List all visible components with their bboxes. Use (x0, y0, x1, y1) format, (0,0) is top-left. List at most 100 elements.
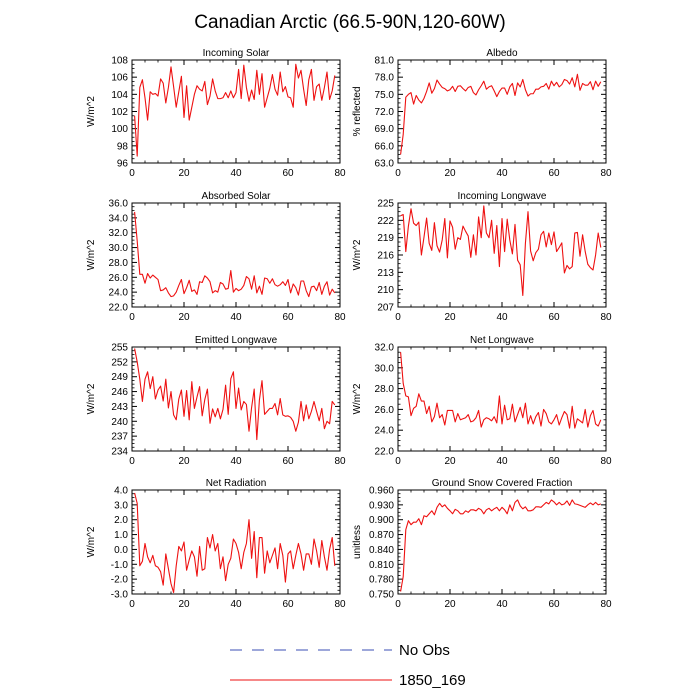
panel-title: Ground Snow Covered Fraction (432, 478, 573, 489)
y-axis-label: W/m^2 (352, 383, 363, 414)
y-tick-label: 0.810 (369, 560, 394, 571)
x-tick-label: 20 (444, 312, 456, 323)
y-tick-label: 0.750 (369, 590, 394, 601)
x-tick-label: 60 (282, 456, 294, 467)
series-line-1850-169 (134, 348, 336, 441)
figure-title: Canadian Arctic (66.5-90N,120-60W) (194, 12, 506, 33)
y-tick-label: 0.780 (369, 575, 394, 586)
legend: No Obs 1850_169 (230, 642, 466, 689)
y-tick-label: 72.0 (375, 107, 395, 118)
panel-incoming-longwave: Incoming Longwave W/m^2 207 210 213 216 219 222… (352, 191, 612, 323)
y-tick-label: 81.0 (375, 56, 395, 67)
x-tick-label: 80 (334, 168, 346, 179)
x-tick-label: 20 (178, 168, 190, 179)
legend-label-1850-169: 1850_169 (399, 672, 466, 689)
x-tick-label: 80 (334, 599, 346, 610)
y-tick-label: 207 (377, 303, 394, 314)
panel-albedo: Albedo % reflected 63.0 66.0 69.0 72.0 75.0 78.… (352, 48, 612, 179)
y-tick-label: 100 (111, 124, 128, 135)
y-tick-label: 30.0 (109, 243, 129, 254)
y-tick-label: 252 (111, 357, 128, 368)
y-tick-label: 69.0 (375, 124, 395, 135)
y-tick-label: 234 (111, 447, 128, 458)
y-tick-label: 63.0 (375, 159, 395, 170)
y-tick-label: 104 (111, 90, 128, 101)
x-tick-label: 40 (496, 599, 508, 610)
y-tick-label: -2.0 (111, 575, 129, 586)
y-tick-label: 0.960 (369, 486, 394, 497)
y-tick-label: 30.0 (375, 363, 395, 374)
y-tick-label: 240 (111, 417, 128, 428)
panel-title: Albedo (486, 48, 518, 59)
x-tick-label: 0 (129, 599, 135, 610)
y-tick-label: 26.0 (109, 273, 129, 284)
y-tick-label: 24.0 (375, 426, 395, 437)
x-tick-label: 60 (282, 312, 294, 323)
panel-emitted-longwave: Emitted Longwave W/m^2 234 237 240 243 246 249 2… (86, 335, 346, 467)
y-tick-label: 210 (377, 285, 394, 296)
y-tick-label: 28.0 (109, 258, 129, 269)
y-tick-label: 237 (111, 432, 128, 443)
series-line-1850-169 (134, 211, 336, 298)
series-line-1850-169 (400, 352, 602, 429)
y-tick-label: -3.0 (111, 590, 129, 601)
y-tick-label: 225 (377, 199, 394, 210)
y-tick-label: 0.900 (369, 515, 394, 526)
y-tick-label: 1.0 (114, 530, 128, 541)
y-tick-label: 28.0 (375, 384, 395, 395)
panel-title: Incoming Longwave (458, 191, 547, 202)
y-tick-label: 32.0 (375, 343, 395, 354)
x-tick-label: 40 (496, 168, 508, 179)
y-tick-label: 2.0 (114, 515, 128, 526)
y-axis-label: W/m^2 (86, 96, 97, 127)
y-tick-label: 75.0 (375, 90, 395, 101)
x-tick-label: 80 (600, 168, 612, 179)
series-line-1850-169 (400, 499, 601, 592)
x-tick-label: 0 (129, 312, 135, 323)
x-tick-label: 60 (548, 456, 560, 467)
panel-incoming-solar: Incoming Solar W/m^2 96 98 100 102 104 106 108 0 2… (86, 48, 346, 179)
x-tick-label: 40 (230, 599, 242, 610)
y-axis-label: W/m^2 (352, 239, 363, 270)
y-axis-label: unitless (352, 525, 363, 559)
y-axis-label: % reflected (352, 86, 363, 136)
x-tick-label: 20 (178, 456, 190, 467)
y-tick-label: 108 (111, 56, 128, 67)
y-tick-label: 216 (377, 251, 394, 262)
y-tick-label: 66.0 (375, 141, 395, 152)
series-line-1850-169 (134, 492, 336, 594)
x-tick-label: 0 (395, 456, 401, 467)
panel-ground-snow-covered-fraction: Ground Snow Covered Fraction unitless 0.75… (352, 478, 612, 610)
x-tick-label: 40 (230, 312, 242, 323)
x-tick-label: 20 (178, 312, 190, 323)
y-tick-label: 22.0 (375, 447, 395, 458)
panel-net-radiation: Net Radiation W/m^2 -3.0 -2.0 -1.0 0.0 1.0 2.0 3… (86, 478, 346, 610)
y-tick-label: 34.0 (109, 213, 129, 224)
x-tick-label: 0 (395, 168, 401, 179)
panel-title: Emitted Longwave (195, 335, 278, 346)
x-tick-label: 40 (230, 456, 242, 467)
x-tick-label: 60 (548, 168, 560, 179)
y-tick-label: 106 (111, 73, 128, 84)
x-tick-label: 80 (600, 312, 612, 323)
x-tick-label: 40 (496, 312, 508, 323)
x-tick-label: 60 (548, 312, 560, 323)
y-tick-label: 22.0 (109, 303, 129, 314)
y-tick-label: 222 (377, 216, 394, 227)
y-tick-label: 243 (111, 402, 128, 413)
y-tick-label: -1.0 (111, 560, 129, 571)
panel-title: Incoming Solar (203, 48, 270, 59)
x-tick-label: 20 (444, 599, 456, 610)
y-tick-label: 0.0 (114, 545, 128, 556)
y-tick-label: 26.0 (375, 405, 395, 416)
x-tick-label: 80 (334, 456, 346, 467)
panel-title: Net Longwave (470, 335, 534, 346)
x-tick-label: 60 (548, 599, 560, 610)
x-tick-label: 40 (496, 456, 508, 467)
x-tick-label: 40 (230, 168, 242, 179)
y-tick-label: 24.0 (109, 288, 129, 299)
x-tick-label: 60 (282, 168, 294, 179)
y-tick-label: 96 (117, 159, 129, 170)
